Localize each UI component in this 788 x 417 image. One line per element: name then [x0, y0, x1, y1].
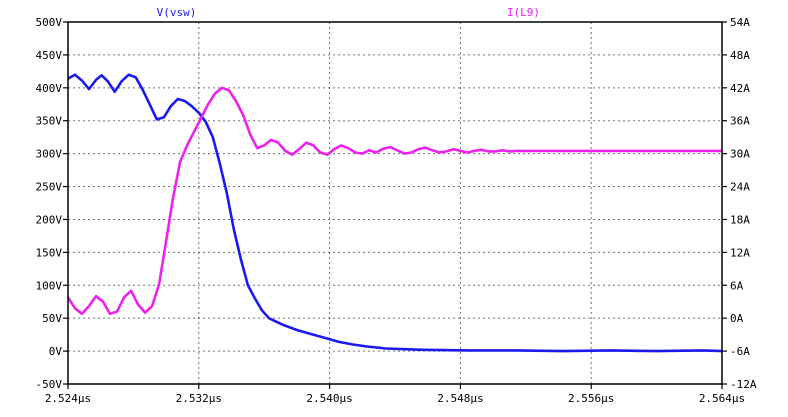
x-tick-label: 2.548µs — [437, 392, 483, 405]
y-left-tick-label: 50V — [42, 312, 62, 325]
x-tick-label: 2.532µs — [176, 392, 222, 405]
y-right-tick-label: 0A — [730, 312, 744, 325]
y-right-tick-label: 12A — [730, 246, 750, 259]
y-left-tick-label: 400V — [36, 82, 63, 95]
x-tick-label: 2.556µs — [568, 392, 614, 405]
trace-label-current[interactable]: I(L9) — [507, 6, 540, 19]
frame-layer — [63, 21, 727, 389]
y-right-tick-label: 30A — [730, 148, 750, 161]
y-right-tick-label: 6A — [730, 279, 744, 292]
y-right-tick-label: 18A — [730, 213, 750, 226]
x-tick-label: 2.540µs — [306, 392, 352, 405]
y-right-tick-label: -6A — [730, 345, 750, 358]
y-left-tick-label: -50V — [36, 378, 63, 391]
y-left-tick-label: 500V — [36, 16, 63, 29]
y-left-tick-label: 300V — [36, 148, 63, 161]
grid-layer — [68, 22, 722, 384]
y-left-tick-label: 450V — [36, 49, 63, 62]
y-left-tick-label: 350V — [36, 115, 63, 128]
plot-frame — [67, 21, 723, 385]
label-layer: -50V 0V 50V 100V 150V 200V 250V 300V 350V 400V 450… — [36, 6, 757, 405]
x-tick-label: 2.524µs — [45, 392, 91, 405]
y-right-tick-label: 24A — [730, 181, 750, 194]
y-right-tick-label: 36A — [730, 115, 750, 128]
y-right-tick-label: -12A — [730, 378, 757, 391]
y-right-tick-label: 54A — [730, 16, 750, 29]
y-left-tick-label: 200V — [36, 213, 63, 226]
y-left-tick-label: 0V — [49, 345, 63, 358]
y-left-tick-label: 150V — [36, 246, 63, 259]
x-tick-label: 2.564µs — [699, 392, 745, 405]
y-right-tick-label: 42A — [730, 82, 750, 95]
series-layer — [68, 73, 722, 353]
trace-label-voltage[interactable]: V(vsw) — [157, 6, 197, 19]
series-line-v-vsw — [68, 73, 722, 353]
y-right-tick-label: 48A — [730, 49, 750, 62]
y-left-tick-label: 250V — [36, 181, 63, 194]
series-line-i-l9 — [68, 86, 722, 316]
y-left-tick-label: 100V — [36, 279, 63, 292]
